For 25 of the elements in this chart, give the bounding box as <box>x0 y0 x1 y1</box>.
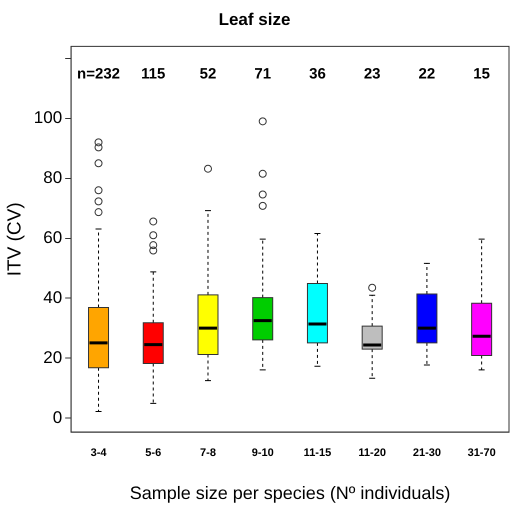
y-tick-label: 100 <box>34 108 62 128</box>
x-tick-label: 3-4 <box>90 446 108 459</box>
x-tick-label: 5-6 <box>145 446 162 459</box>
annotation: 22 <box>418 66 436 83</box>
x-tick-label: 7-8 <box>200 446 216 459</box>
x-tick-label: 11-20 <box>358 446 386 459</box>
annotation: 71 <box>254 66 272 83</box>
y-tick-label: 40 <box>43 288 62 307</box>
y-tick-label: 60 <box>43 228 62 247</box>
x-tick-label: 31-70 <box>468 446 496 459</box>
y-axis-title: ITV (CV) <box>4 202 26 276</box>
x-tick-label: 11-15 <box>304 446 332 459</box>
x-axis-title: Sample size per species (Nº individuals) <box>130 483 450 504</box>
annotation: 115 <box>141 66 166 83</box>
x-tick-label: 21-30 <box>412 446 441 459</box>
annotation: n=232 <box>77 66 120 83</box>
chart-title: Leaf size <box>218 10 290 29</box>
x-tick-label: 9-10 <box>252 446 274 459</box>
annotation: 23 <box>364 66 381 83</box>
y-tick-label: 20 <box>43 348 62 367</box>
annotation: 36 <box>309 66 326 83</box>
annotation: 52 <box>200 66 216 83</box>
y-tick-label: 80 <box>43 168 62 187</box>
y-tick-label: 0 <box>52 408 62 427</box>
annotation: 15 <box>473 66 490 83</box>
